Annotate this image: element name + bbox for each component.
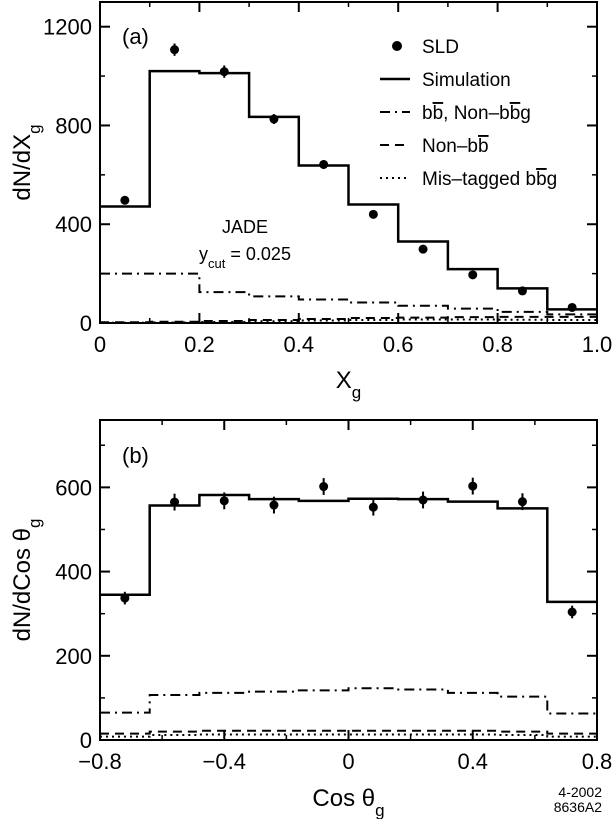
y-axis-title-main: dN/dX [9, 134, 36, 201]
sld-data-point [468, 270, 478, 280]
sld-data-point [219, 496, 229, 506]
y-tick-label: 200 [55, 644, 92, 669]
legend-label-bar-char: b [536, 169, 547, 190]
legend-label-part: Non–b [422, 136, 478, 157]
sld-data-point [468, 481, 478, 491]
legend-label: Simulation [422, 70, 511, 91]
sld-data-point [368, 502, 378, 512]
y-tick-label: 600 [55, 475, 92, 500]
legend-label-part: , Non–b [443, 103, 510, 124]
footer-code: 8636A2 [553, 799, 602, 815]
legend-label-part: b [422, 103, 433, 124]
x-tick-label: 0.4 [457, 749, 488, 774]
panel-a: 0 0.2 0.4 0.6 0.8 1.004008001200XgdN/dXg(a)JA… [9, 1, 613, 402]
figure-footer: 4-2002 8636A2 [554, 785, 602, 815]
y-axis-title-main: dN/dCos θ [9, 528, 36, 641]
legend-label-part: g [520, 103, 531, 124]
annotation-algorithm: JADE [222, 217, 268, 237]
x-tick-label: 0.8 [482, 332, 513, 357]
legend-label: bb, Non–bbg [422, 103, 531, 124]
y-tick-label: 0 [80, 728, 92, 753]
x-tick-label: 0 [342, 749, 354, 774]
x-tick-label: 1.0 [582, 332, 613, 357]
x-axis-title-main: X [336, 367, 352, 394]
legend-label-part: g [547, 169, 558, 190]
annotation-var: y [199, 244, 208, 264]
y-axis-title-sub: g [25, 124, 44, 133]
series-solid-line [100, 493, 597, 604]
x-tick-label: −0.4 [203, 749, 246, 774]
legend-label: Non–bb [422, 136, 489, 157]
annotation-sub: cut [208, 256, 226, 271]
sld-data-point [219, 67, 229, 77]
sld-data-point [567, 607, 577, 617]
footer-date: 4-2002 [558, 784, 602, 800]
sld-data-point [418, 244, 428, 254]
sld-data-point [517, 497, 527, 507]
panel-label: (b) [122, 443, 149, 468]
y-tick-label: 1200 [43, 15, 92, 40]
series-solid-line [100, 69, 597, 311]
plot-frame [99, 419, 598, 741]
legend-label: SLD [422, 37, 459, 58]
legend-label-part: Mis–tagged b [422, 169, 536, 190]
sld-data-point [319, 482, 329, 492]
x-tick-label: −0.8 [78, 749, 121, 774]
x-tick-label: 0.6 [383, 332, 414, 357]
legend-marker-points [392, 41, 402, 51]
legend-label: Mis–tagged bbg [422, 169, 557, 190]
x-axis-title: Cos θg [312, 785, 384, 819]
series-dashdot-line [100, 272, 597, 316]
sld-data-point [170, 45, 180, 55]
y-tick-label: 0 [80, 311, 92, 336]
y-axis-title: dN/dCos θg [9, 519, 44, 642]
panel-label: (a) [122, 24, 149, 49]
annotation-ycut: ycut = 0.025 [199, 244, 291, 271]
x-tick-label: 0.4 [284, 332, 315, 357]
y-axis-title-sub: g [25, 519, 44, 528]
annotation-value: = 0.025 [225, 244, 291, 264]
y-tick-label: 800 [55, 113, 92, 138]
x-tick-label: 0 [94, 332, 106, 357]
sld-data-point [269, 500, 279, 510]
legend-label-bar-char: b [510, 103, 521, 124]
x-tick-label: 0.8 [582, 749, 613, 774]
y-axis-title: dN/dXg [9, 124, 44, 200]
x-axis-title: Xg [336, 367, 361, 402]
legend-label-bar-char: b [478, 136, 489, 157]
sld-data-point [368, 209, 378, 219]
x-tick-label: 0.2 [184, 332, 215, 357]
y-tick-label: 400 [55, 560, 92, 585]
series-dashed-line [100, 729, 597, 735]
series-dotted-line [100, 733, 597, 738]
x-axis-title-sub: g [352, 383, 361, 402]
x-axis-title-main: Cos θ [312, 785, 375, 812]
sld-data-point [120, 195, 130, 205]
series-dashdot-line [100, 687, 597, 715]
x-axis-title-sub: g [375, 801, 384, 819]
legend-label-bar-char: b [433, 103, 444, 124]
y-tick-label: 400 [55, 212, 92, 237]
